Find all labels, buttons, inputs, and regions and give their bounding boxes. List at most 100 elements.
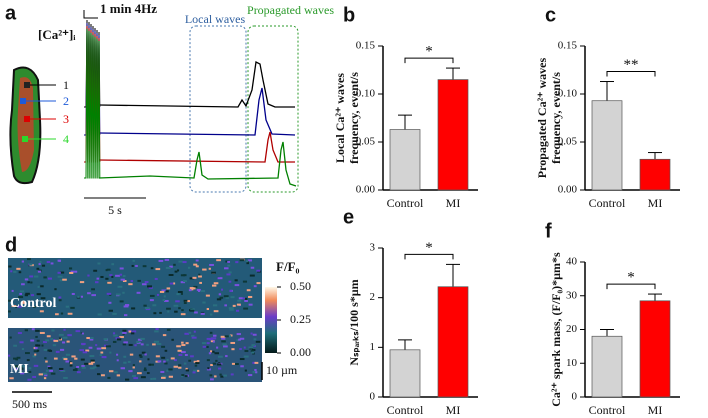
colorbar-tick-label: 0.50 <box>290 279 311 293</box>
speckle <box>75 330 80 333</box>
speckle <box>183 299 188 302</box>
speckle <box>65 353 71 356</box>
speckle <box>162 299 166 302</box>
speckle <box>107 376 111 379</box>
speckle <box>13 270 17 273</box>
speckle <box>81 365 85 368</box>
y-axis-label: Ca²⁺ spark mass, (F/F₀)*µm*s <box>549 252 563 407</box>
speckle <box>177 349 182 352</box>
speckle <box>11 289 14 292</box>
speckle <box>79 349 85 352</box>
y-tick-label: 10 <box>566 357 578 369</box>
x-tick-label: Control <box>589 196 626 210</box>
speckle <box>91 288 95 291</box>
speckle <box>113 334 118 337</box>
speckle <box>154 277 158 280</box>
speckle <box>236 303 241 306</box>
speckle <box>116 338 122 341</box>
speckle <box>189 309 195 312</box>
speckle <box>193 369 198 372</box>
speckle <box>43 348 48 351</box>
speckle <box>87 292 91 295</box>
speckle <box>216 259 221 262</box>
speckle <box>229 289 232 292</box>
speckle <box>21 260 25 263</box>
speckle <box>152 377 157 380</box>
speckle <box>90 337 94 340</box>
speckle <box>130 332 135 335</box>
speckle <box>213 310 219 313</box>
stimulus-arrow <box>83 10 98 19</box>
speckle <box>142 265 147 268</box>
speckle <box>45 360 48 363</box>
cell-label: 1 <box>63 78 69 92</box>
speckle <box>41 344 44 347</box>
speckle <box>143 304 147 307</box>
speckle <box>216 346 219 349</box>
speckle <box>114 371 118 374</box>
speckle <box>184 375 188 378</box>
speckle <box>211 271 216 274</box>
speckle <box>93 269 98 272</box>
speckle <box>111 263 115 266</box>
speckle <box>97 313 102 316</box>
speckle <box>168 368 173 371</box>
speckle <box>150 377 153 380</box>
speckle <box>49 369 53 372</box>
speckle <box>173 365 178 368</box>
speckle <box>212 350 215 353</box>
speckle <box>140 343 144 346</box>
speckle <box>181 341 184 344</box>
speckle <box>206 308 210 311</box>
speckle <box>224 335 229 338</box>
speckle <box>149 299 154 302</box>
speckle <box>132 375 136 378</box>
speckle <box>202 345 207 348</box>
speckle <box>230 296 235 299</box>
speckle <box>208 338 214 341</box>
speckle <box>196 288 201 291</box>
speckle <box>81 342 86 345</box>
speckle <box>43 377 47 380</box>
y-tick-label: 0.15 <box>558 40 578 52</box>
speckle <box>244 297 248 300</box>
speckle <box>215 359 218 362</box>
speckle <box>74 270 78 273</box>
speckle <box>200 290 205 293</box>
speckle <box>27 378 32 381</box>
speckle <box>190 308 195 311</box>
speckle <box>24 278 29 281</box>
speckle <box>76 371 81 374</box>
speckle <box>205 294 210 297</box>
speckle <box>185 367 188 370</box>
speckle <box>176 293 180 296</box>
speckle <box>18 271 22 274</box>
speckle <box>164 349 168 352</box>
speckle <box>155 328 159 331</box>
speckle <box>88 346 93 349</box>
panel-label: a <box>5 2 17 24</box>
speckle <box>26 359 30 362</box>
speckle <box>249 274 255 277</box>
cell-inner <box>17 77 34 172</box>
speckle <box>108 301 112 304</box>
speckle <box>122 333 125 336</box>
speckle <box>232 304 236 307</box>
speckle <box>21 283 25 286</box>
speckle <box>40 285 44 288</box>
speckle <box>76 365 80 368</box>
speckle <box>132 330 137 333</box>
speckle <box>239 259 245 262</box>
speckle <box>162 334 167 337</box>
speckle <box>222 343 227 346</box>
bar <box>639 158 671 191</box>
speckle <box>79 281 85 284</box>
speckle <box>181 374 185 377</box>
speckle <box>44 357 47 360</box>
speckle <box>132 259 135 262</box>
speckle <box>60 348 65 351</box>
speckle <box>38 269 42 272</box>
stimulus-trace <box>84 28 101 179</box>
speckle <box>229 308 234 311</box>
speckle <box>137 279 141 282</box>
